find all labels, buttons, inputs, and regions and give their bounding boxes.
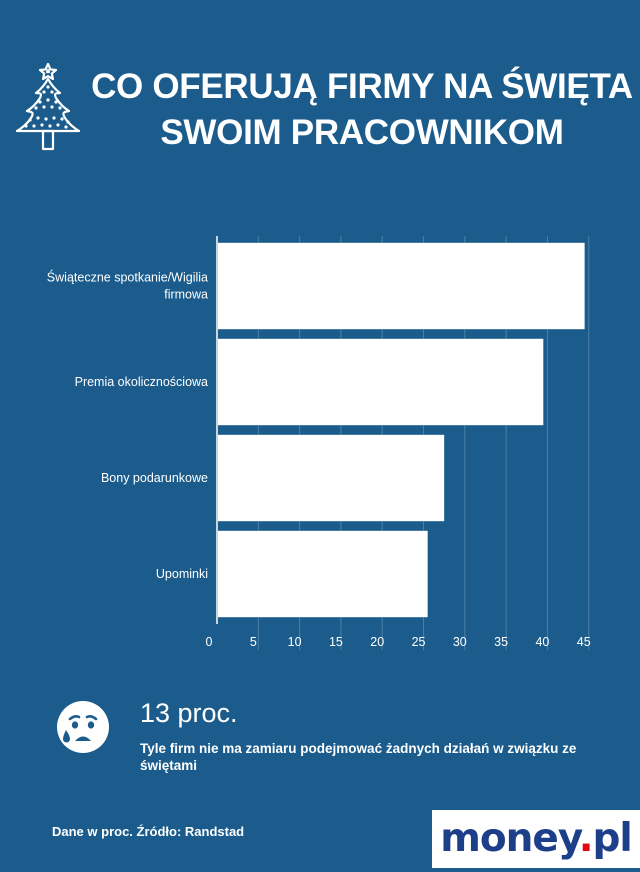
logo-dot: . bbox=[578, 816, 594, 861]
bar-chart: Świąteczne spotkanie/Wigilia firmowa Premi… bbox=[47, 236, 591, 650]
bar-0 bbox=[218, 242, 585, 330]
x-tick-label-1: 5 bbox=[250, 635, 257, 649]
category-label-2: Bony podarunkowe bbox=[101, 471, 208, 485]
source-note: Dane w proc. Źródło: Randstad bbox=[52, 824, 245, 839]
page-title: CO OFERUJĄ FIRMY NA ŚWIĘTA SWOIM PRACOWN… bbox=[84, 64, 640, 156]
x-tick-label-7: 35 bbox=[494, 635, 508, 649]
category-label-0: Świąteczne spotkanie/Wigilia firmowa bbox=[47, 270, 208, 302]
x-tick-label-4: 20 bbox=[370, 635, 384, 649]
sad-face-icon bbox=[57, 701, 109, 753]
bar-2 bbox=[218, 434, 445, 522]
category-label-3: Upominki bbox=[156, 567, 208, 581]
x-tick-label-5: 25 bbox=[412, 635, 426, 649]
logo-name: money bbox=[440, 816, 579, 861]
header: CO OFERUJĄ FIRMY NA ŚWIĘTA SWOIM PRACOWN… bbox=[0, 58, 640, 158]
callout: 13 proc. Tyle firm nie ma zamiaru podejm… bbox=[56, 698, 626, 780]
x-tick-label-8: 40 bbox=[535, 635, 549, 649]
stat-value: 13 proc. bbox=[140, 698, 238, 728]
stat-description: Tyle firm nie ma zamiaru podejmować żadn… bbox=[140, 741, 577, 773]
title-line-1: CO OFERUJĄ FIRMY NA ŚWIĘTA bbox=[91, 67, 633, 106]
christmas-tree-icon bbox=[15, 62, 81, 151]
money-pl-logo: money.pl bbox=[432, 810, 640, 868]
x-tick-label-0: 0 bbox=[206, 635, 213, 649]
bar-1 bbox=[218, 338, 544, 426]
category-label-1: Premia okolicznościowa bbox=[75, 375, 208, 389]
x-tick-label-9: 45 bbox=[577, 635, 591, 649]
x-tick-label-3: 15 bbox=[329, 635, 343, 649]
bar-3 bbox=[218, 530, 428, 618]
title-line-2: SWOIM PRACOWNIKOM bbox=[160, 113, 564, 152]
x-tick-label-6: 30 bbox=[453, 635, 467, 649]
x-tick-label-2: 10 bbox=[288, 635, 302, 649]
logo-suffix: pl bbox=[592, 816, 633, 861]
